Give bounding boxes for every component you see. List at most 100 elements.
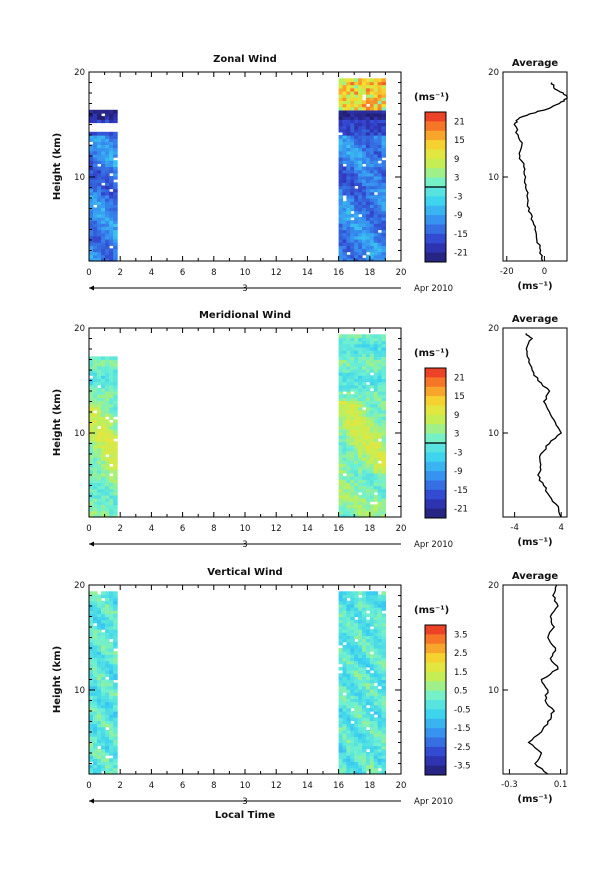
heatmap-cell — [113, 723, 118, 728]
heatmap-cell — [358, 100, 363, 105]
heatmap-cell — [105, 622, 110, 627]
heatmap-cell — [381, 131, 386, 136]
heatmap-cell — [109, 175, 114, 180]
heatmap-cell — [350, 454, 355, 458]
heatmap-cell — [105, 770, 110, 775]
heatmap-cell — [93, 372, 98, 376]
heatmap-cell — [97, 720, 102, 725]
heatmap-cell — [350, 742, 355, 747]
heatmap-cell — [105, 654, 110, 659]
heatmap-cell — [365, 739, 371, 744]
heatmap-cell — [381, 210, 386, 215]
heatmap-cell — [101, 207, 106, 212]
heatmap-cell — [373, 616, 379, 621]
heatmap-cell — [365, 673, 371, 677]
heatmap-cell — [369, 400, 375, 405]
heatmap-cell — [93, 362, 98, 367]
heatmap-cell — [97, 755, 102, 759]
heatmap-cell — [373, 391, 379, 395]
heatmap-cell — [365, 428, 371, 433]
heatmap-cell — [358, 406, 363, 411]
heatmap-cell — [350, 204, 355, 208]
heatmap-cell — [93, 160, 98, 164]
heatmap-cell — [369, 169, 375, 174]
heatmap-cell — [97, 210, 102, 215]
heatmap-cell — [354, 368, 359, 373]
heatmap-cell — [93, 375, 98, 379]
heatmap-cell — [369, 748, 375, 753]
heatmap-cell — [358, 413, 363, 417]
heatmap-cell — [346, 346, 351, 351]
heatmap-cell — [369, 391, 375, 395]
heatmap-cell — [358, 87, 363, 92]
heatmap-cell — [365, 485, 371, 490]
heatmap-cell — [350, 150, 355, 155]
heatmap-cell — [101, 466, 106, 471]
heatmap-cell — [362, 147, 367, 152]
heatmap-cell — [342, 172, 347, 177]
heatmap-cell — [97, 613, 102, 618]
heatmap-cell — [365, 194, 371, 199]
heatmap-cell — [354, 425, 359, 430]
heatmap-cell — [350, 213, 355, 218]
heatmap-cell — [373, 663, 379, 668]
heatmap-cell — [365, 626, 371, 630]
heatmap-cell — [354, 597, 359, 602]
heatmap-cell — [369, 663, 375, 668]
heatmap-cell — [377, 682, 383, 687]
heatmap-cell — [113, 629, 118, 633]
heatmap-cell — [93, 201, 98, 205]
heatmap-cell — [365, 150, 371, 155]
heatmap-cell — [105, 745, 110, 750]
heatmap-cell — [358, 257, 363, 262]
heatmap-cell — [354, 153, 359, 158]
heatmap-cell — [358, 758, 363, 762]
heatmap-cell — [377, 207, 383, 212]
heatmap-cell — [89, 198, 94, 202]
heatmap-cell — [377, 403, 383, 408]
heatmap-cell — [338, 210, 344, 215]
heatmap-cell — [362, 384, 367, 389]
heatmap-cell — [93, 723, 98, 728]
heatmap-cell — [377, 166, 383, 171]
heatmap-cell — [373, 172, 379, 177]
heatmap-cell — [342, 112, 347, 117]
heatmap-cell — [97, 116, 102, 120]
heatmap-cell — [338, 100, 344, 105]
heatmap-cell — [350, 232, 355, 237]
heatmap-cell — [338, 81, 344, 86]
heatmap-cell — [362, 447, 367, 452]
heatmap-cell — [358, 337, 363, 342]
heatmap-cell — [346, 648, 351, 652]
heatmap-cell — [101, 169, 106, 174]
heatmap-cell — [362, 169, 367, 174]
heatmap-cell — [369, 201, 375, 205]
heatmap-cell — [365, 720, 371, 725]
heatmap-cell — [373, 603, 379, 608]
heatmap-cell — [377, 770, 383, 775]
heatmap-cell — [377, 619, 383, 624]
heatmap-cell — [377, 144, 383, 149]
heatmap-cell — [101, 131, 106, 136]
heatmap-cell — [365, 94, 371, 98]
heatmap-cell — [338, 600, 344, 605]
heatmap-cell — [350, 622, 355, 627]
heatmap-cell — [362, 372, 367, 376]
heatmap-cell — [358, 157, 363, 161]
heatmap-cell — [101, 704, 106, 709]
heatmap-cell — [365, 422, 371, 427]
heatmap-cell — [362, 144, 367, 149]
heatmap-cell — [346, 707, 351, 712]
heatmap-cell — [381, 619, 386, 624]
heatmap-cell — [105, 188, 110, 193]
heatmap-cell — [373, 428, 379, 433]
heatmap-cell — [105, 232, 110, 237]
heatmap-cell — [105, 119, 110, 124]
heatmap-cell — [358, 204, 363, 208]
heatmap-cell — [369, 425, 375, 430]
heatmap-cell — [97, 144, 102, 149]
heatmap-cell — [358, 416, 363, 420]
heatmap-cell — [358, 679, 363, 684]
heatmap-cell — [338, 112, 344, 117]
heatmap-cell — [338, 626, 344, 630]
